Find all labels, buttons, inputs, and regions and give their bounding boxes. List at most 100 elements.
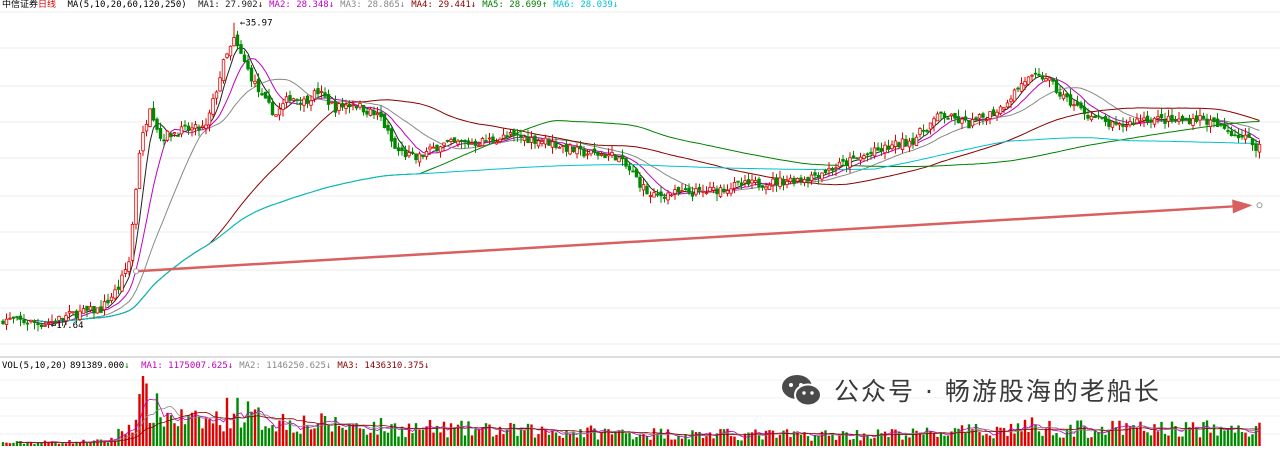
candle: [970, 112, 975, 129]
volume-bar: [8, 443, 12, 446]
candle: [554, 137, 558, 150]
volume-bar: [463, 435, 467, 446]
volume-bar: [561, 437, 565, 446]
volume-bar: [785, 429, 789, 446]
candle: [1124, 119, 1129, 132]
volume-bar: [1219, 426, 1223, 446]
candle: [480, 136, 485, 147]
volume-bar: [824, 430, 827, 446]
candle: [200, 120, 205, 129]
vol-params: VOL(5,10,20): [2, 361, 68, 371]
candle: [403, 145, 408, 160]
candle: [1117, 122, 1122, 131]
candle: [1058, 86, 1062, 100]
candle: [974, 116, 978, 121]
volume-bar: [915, 430, 918, 446]
candle: [71, 311, 75, 315]
volume-bar: [624, 433, 628, 446]
volume-bar: [922, 434, 925, 446]
candle: [368, 106, 373, 117]
candle: [837, 157, 842, 170]
volume-bar: [509, 422, 512, 446]
volume-bar: [257, 407, 260, 446]
volume-bar: [715, 433, 719, 446]
candle: [393, 136, 397, 149]
volume-bar: [1027, 431, 1030, 446]
volume-bar: [439, 432, 442, 446]
candle: [778, 170, 782, 190]
candle: [8, 312, 12, 321]
volume-bar: [159, 417, 162, 446]
volume-bar: [992, 438, 995, 446]
ma2-line: [34, 58, 1260, 324]
candle: [372, 106, 376, 120]
candle: [606, 148, 611, 161]
ma-value-2: MA2: 28.348↓: [269, 0, 335, 10]
candle: [701, 184, 705, 198]
volume-bar: [572, 431, 575, 446]
candle: [529, 131, 534, 150]
candle: [463, 139, 467, 149]
candle: [204, 118, 208, 135]
candle: [365, 108, 369, 118]
volume-bar: [586, 427, 589, 446]
candle: [473, 138, 478, 153]
volume-bar: [600, 432, 603, 446]
volume-bar: [831, 433, 834, 446]
volume-bar: [428, 419, 432, 446]
candle: [599, 151, 604, 157]
volume-bar: [820, 431, 824, 446]
candle: [60, 317, 65, 327]
candle: [78, 304, 82, 322]
volume-bar: [208, 419, 211, 446]
candle: [207, 109, 212, 132]
candle: [547, 137, 551, 146]
candle: [81, 305, 86, 314]
candle: [704, 186, 709, 195]
candle: [316, 82, 320, 99]
trend-arrow-head: [1232, 199, 1253, 214]
volume-bar: [1076, 420, 1079, 446]
candle: [449, 137, 453, 146]
candle: [1201, 112, 1206, 119]
candle: [683, 183, 688, 191]
volume-bar: [799, 434, 803, 446]
candle: [515, 129, 520, 142]
stock-name: 中信证券: [2, 0, 39, 10]
candle: [347, 100, 352, 114]
candle: [1138, 114, 1143, 127]
candle: [18, 311, 23, 327]
candle: [1096, 109, 1101, 120]
candle: [795, 177, 800, 183]
vol-ma3-line: [16, 411, 1260, 443]
candle: [190, 122, 194, 137]
candle: [169, 131, 173, 142]
candle: [638, 172, 642, 192]
volume-bar: [229, 428, 232, 446]
volume-bar: [1160, 421, 1163, 446]
candle: [1012, 88, 1017, 103]
candle: [869, 147, 873, 160]
volume-bar: [642, 434, 645, 446]
volume-bar: [908, 437, 911, 446]
volume-bar: [264, 426, 267, 446]
volume-bar: [505, 429, 509, 446]
candle: [946, 116, 950, 120]
volume-bar: [414, 423, 418, 446]
volume-bar: [330, 431, 334, 446]
volume-bar: [911, 428, 915, 446]
volume-bar: [607, 429, 610, 446]
volume-bar: [64, 443, 68, 446]
low-label: ←17.64: [51, 321, 84, 331]
candle: [197, 124, 201, 137]
candle: [239, 40, 243, 55]
volume-bar: [1142, 430, 1146, 446]
candle: [211, 93, 215, 118]
volume-bar: [747, 432, 750, 446]
ma-value-5: MA5: 28.699↑: [482, 0, 548, 10]
volume-bar: [148, 422, 152, 446]
candle: [358, 100, 362, 110]
volume-bar: [733, 436, 736, 446]
volume-bar: [1079, 420, 1083, 446]
volume-bar: [362, 428, 365, 446]
